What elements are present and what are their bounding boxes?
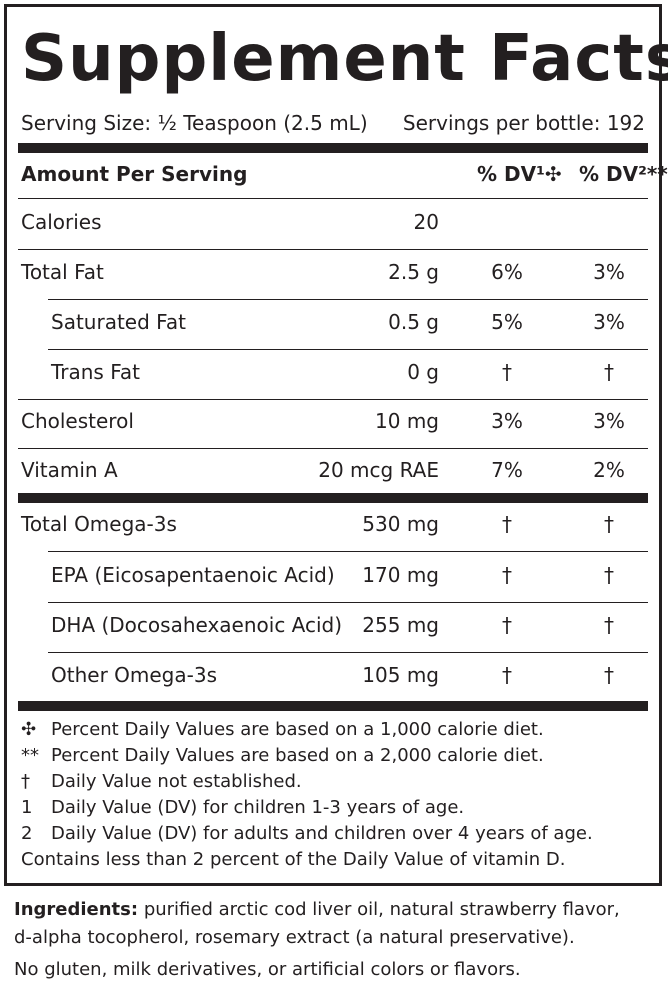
nutrient-name: Cholesterol xyxy=(21,409,134,433)
nutrient-dv2: † xyxy=(604,512,614,536)
footnote: 2 Daily Value (DV) for adults and childre… xyxy=(21,821,649,847)
divider xyxy=(48,652,648,653)
footnote-mark: 2 xyxy=(21,823,33,844)
footnote-rule xyxy=(18,701,648,711)
nutrient-row-epa: EPA (Eicosapentaenoic Acid) 170 mg † † xyxy=(21,558,645,592)
nutrient-amount: 105 mg xyxy=(362,663,439,687)
nutrient-name: Trans Fat xyxy=(51,360,140,384)
footnote-text: Percent Daily Values are based on a 2,00… xyxy=(51,745,544,766)
nutrient-dv2: † xyxy=(604,563,614,587)
nutrient-name: Calories xyxy=(21,210,102,234)
nutrient-dv2: 2% xyxy=(593,458,625,482)
nutrient-dv2: 3% xyxy=(593,310,625,334)
nutrient-amount: 170 mg xyxy=(362,563,439,587)
nutrient-amount: 20 xyxy=(413,210,439,234)
divider xyxy=(48,602,648,603)
ingredients: Ingredients: purified arctic cod liver o… xyxy=(14,896,662,952)
nutrient-row-trans-fat: Trans Fat 0 g † † xyxy=(21,355,645,389)
amount-per-serving-header: Amount Per Serving xyxy=(21,162,248,186)
footnote-text: Percent Daily Values are based on a 1,00… xyxy=(51,719,544,740)
nutrient-row-dha: DHA (Docosahexaenoic Acid) 255 mg † † xyxy=(21,608,645,642)
nutrient-dv2: 3% xyxy=(593,409,625,433)
nutrient-amount: 0 g xyxy=(407,360,439,384)
nutrient-row-total-fat: Total Fat 2.5 g 6% 3% xyxy=(21,255,645,289)
nutrient-amount: 20 mcg RAE xyxy=(318,458,439,482)
header-rule xyxy=(18,143,648,153)
footnote-mark: † xyxy=(21,771,30,792)
nutrient-amount: 0.5 g xyxy=(388,310,439,334)
nutrient-amount: 10 mg xyxy=(375,409,439,433)
serving-size: Serving Size: ½ Teaspoon (2.5 mL) xyxy=(21,111,368,135)
footnote-text: Daily Value not established. xyxy=(51,771,302,792)
nutrient-dv1: 6% xyxy=(491,260,523,284)
nutrient-dv2: † xyxy=(604,360,614,384)
footnote-mark: ** xyxy=(21,745,39,766)
nutrient-dv1: † xyxy=(502,613,512,637)
dv1-header: % DV¹✣ xyxy=(477,162,562,186)
divider xyxy=(48,551,648,552)
nutrient-name: Vitamin A xyxy=(21,458,118,482)
footnote-mark: 1 xyxy=(21,797,33,818)
nutrient-dv1: † xyxy=(502,563,512,587)
footnote-text: Daily Value (DV) for children 1-3 years … xyxy=(51,797,465,818)
supplement-facts-panel: Supplement Facts Serving Size: ½ Teaspoo… xyxy=(4,4,668,886)
footnotes: ✣ Percent Daily Values are based on a 1,0… xyxy=(21,717,649,873)
nutrient-row-cholesterol: Cholesterol 10 mg 3% 3% xyxy=(21,404,645,438)
nutrient-amount: 255 mg xyxy=(362,613,439,637)
nutrient-dv1: † xyxy=(502,663,512,687)
servings-per-bottle: Servings per bottle: 192 xyxy=(402,111,645,135)
nutrient-row-saturated-fat: Saturated Fat 0.5 g 5% 3% xyxy=(21,305,645,339)
footnote: ✣ Percent Daily Values are based on a 1,0… xyxy=(21,717,649,743)
allergen-note: No gluten, milk derivatives, or artifici… xyxy=(14,959,521,980)
divider xyxy=(18,198,648,199)
footnote: 1 Daily Value (DV) for children 1-3 years… xyxy=(21,795,649,821)
nutrient-dv1: † xyxy=(502,360,512,384)
nutrient-name: Other Omega-3s xyxy=(51,663,217,687)
nutrient-dv2: 3% xyxy=(593,260,625,284)
divider xyxy=(18,448,648,449)
ingredients-line-2: d-alpha tocopherol, rosemary extract (a … xyxy=(14,927,575,948)
divider xyxy=(48,299,648,300)
column-header-row: Amount Per Serving % DV¹✣ % DV²** xyxy=(21,157,668,191)
nutrient-row-vitamin-a: Vitamin A 20 mcg RAE 7% 2% xyxy=(21,453,645,487)
nutrient-row-total-omega-3s: Total Omega-3s 530 mg † † xyxy=(21,507,645,541)
footnote-mark: ✣ xyxy=(21,719,37,740)
divider xyxy=(18,399,648,400)
nutrient-name: DHA (Docosahexaenoic Acid) xyxy=(51,613,343,637)
nutrient-dv1: 3% xyxy=(491,409,523,433)
footnote-text: Daily Value (DV) for adults and children… xyxy=(51,823,593,844)
nutrient-dv1: † xyxy=(502,512,512,536)
ingredients-line-1: purified arctic cod liver oil, natural s… xyxy=(143,899,620,920)
section-rule xyxy=(18,493,648,503)
nutrient-name: EPA (Eicosapentaenoic Acid) xyxy=(51,563,335,587)
nutrient-amount: 530 mg xyxy=(362,512,439,536)
nutrient-dv1: 7% xyxy=(491,458,523,482)
dv2-header: % DV²** xyxy=(579,162,668,186)
nutrient-dv1: 5% xyxy=(491,310,523,334)
panel-title: Supplement Facts xyxy=(21,22,668,96)
nutrient-name: Total Fat xyxy=(21,260,104,284)
serving-info: Serving Size: ½ Teaspoon (2.5 mL) Servin… xyxy=(21,107,645,139)
footnote: ** Percent Daily Values are based on a 2,… xyxy=(21,743,649,769)
vitamin-d-note: Contains less than 2 percent of the Dail… xyxy=(21,849,566,870)
nutrient-row-other-omega-3s: Other Omega-3s 105 mg † † xyxy=(21,658,645,692)
nutrient-dv2: † xyxy=(604,613,614,637)
nutrient-name: Total Omega-3s xyxy=(21,512,177,536)
nutrient-dv2: † xyxy=(604,663,614,687)
divider xyxy=(48,349,648,350)
ingredients-label: Ingredients: xyxy=(14,899,139,920)
nutrient-amount: 2.5 g xyxy=(388,260,439,284)
nutrient-row-calories: Calories 20 xyxy=(21,205,645,239)
footnote: † Daily Value not established. xyxy=(21,769,649,795)
divider xyxy=(18,249,648,250)
nutrient-name: Saturated Fat xyxy=(51,310,186,334)
